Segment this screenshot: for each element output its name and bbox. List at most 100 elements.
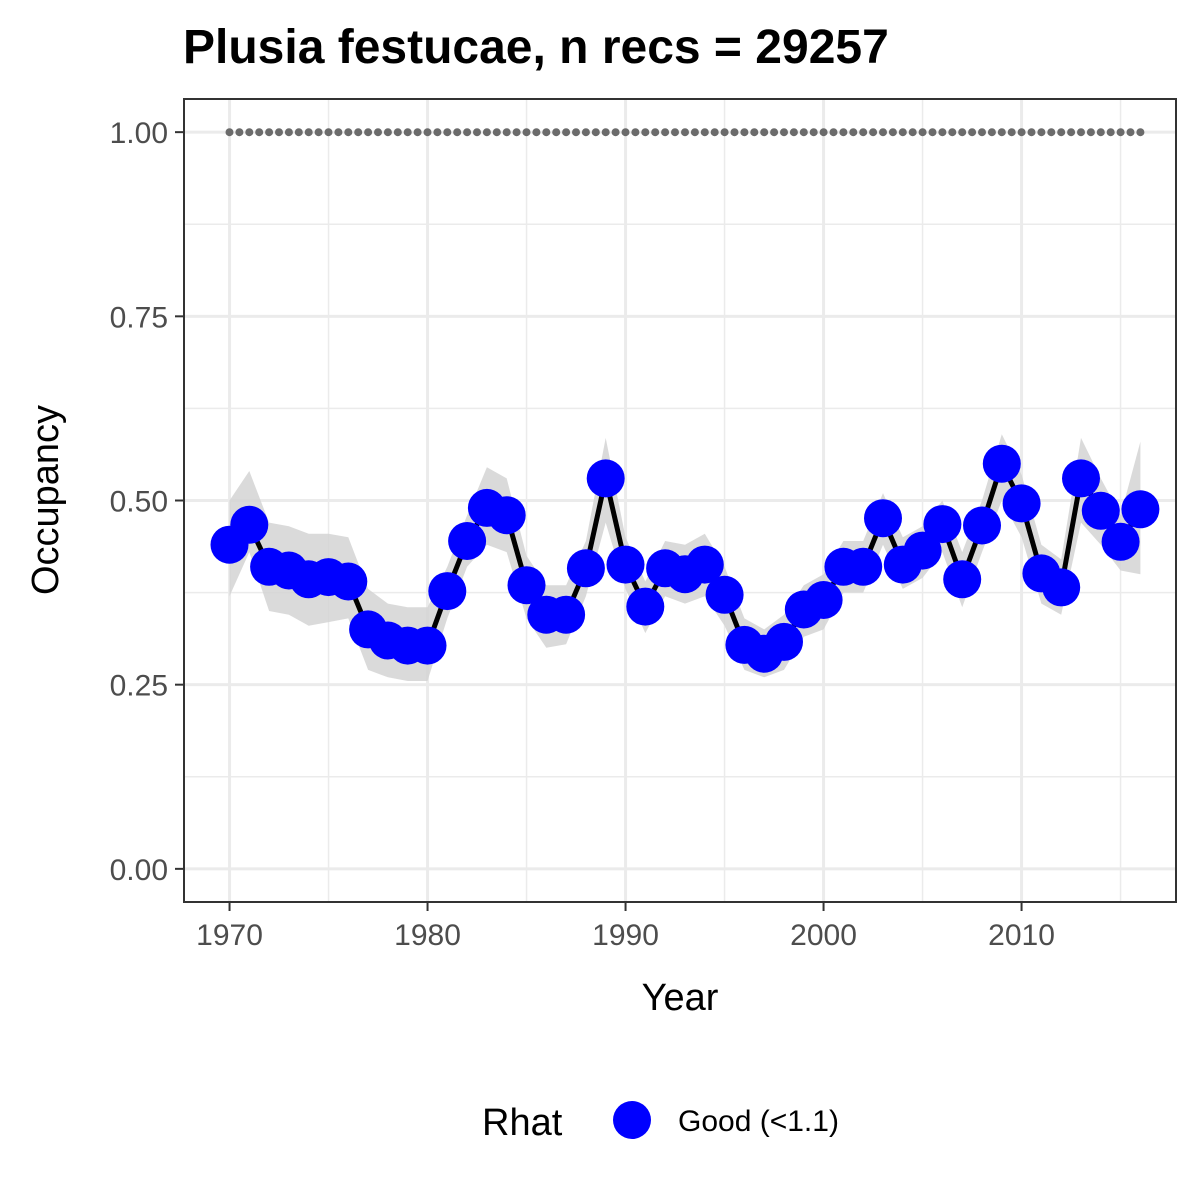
reference-dot — [641, 128, 650, 137]
reference-dot — [1017, 128, 1026, 137]
reference-dot — [512, 128, 521, 137]
reference-dot — [275, 128, 283, 137]
reference-dot — [294, 128, 303, 137]
reference-dot — [225, 128, 234, 137]
reference-dot — [423, 128, 432, 137]
reference-dot — [1136, 128, 1145, 137]
data-points-layer — [210, 444, 1160, 673]
data-point — [626, 587, 665, 626]
reference-dot — [987, 128, 996, 137]
reference-dot — [374, 128, 382, 137]
reference-dot — [601, 128, 610, 137]
reference-dot — [1077, 128, 1085, 137]
reference-dot — [631, 128, 640, 137]
reference-dot — [255, 128, 264, 137]
reference-dot — [918, 128, 927, 137]
reference-dot — [809, 128, 818, 137]
reference-dot — [413, 128, 422, 137]
data-point — [1101, 522, 1140, 561]
chart-title: Plusia festucae, n recs = 29257 — [183, 21, 889, 74]
data-point — [943, 560, 982, 599]
reference-dot — [888, 128, 897, 137]
data-point — [547, 595, 586, 634]
reference-dot — [700, 128, 709, 137]
reference-dot — [879, 128, 887, 137]
x-axis: 1970 1980 1990 2000 2010 — [196, 902, 1055, 952]
reference-dot — [690, 128, 699, 137]
reference-dot — [799, 128, 808, 137]
reference-dot — [492, 128, 501, 137]
data-point — [448, 522, 487, 560]
data-point — [566, 549, 605, 588]
x-tick-label: 1970 — [196, 919, 263, 952]
reference-dot — [839, 128, 848, 137]
reference-dot — [552, 128, 561, 137]
reference-dot — [958, 128, 967, 137]
reference-dot — [334, 128, 343, 137]
data-point — [1062, 459, 1100, 498]
reference-dot — [651, 128, 660, 137]
reference-dot — [968, 128, 977, 137]
reference-dot — [1096, 128, 1105, 137]
data-point — [864, 499, 902, 538]
data-point — [765, 622, 803, 661]
data-point — [903, 531, 942, 570]
reference-dot — [522, 128, 531, 137]
reference-dot — [859, 128, 868, 137]
data-point — [1042, 568, 1081, 607]
reference-dot — [245, 128, 254, 137]
data-point — [606, 545, 645, 584]
data-point — [507, 566, 546, 605]
reference-dot — [591, 128, 600, 137]
reference-dot — [1106, 128, 1115, 137]
reference-dot — [463, 128, 472, 137]
reference-dot — [354, 128, 363, 137]
reference-dot — [393, 128, 402, 137]
x-tick-label: 1990 — [592, 919, 659, 952]
y-tick-label: 0.25 — [110, 670, 168, 703]
reference-dot — [1116, 128, 1125, 137]
reference-dot — [720, 128, 729, 137]
y-tick-label: 1.00 — [110, 117, 168, 150]
reference-dot — [978, 128, 986, 137]
reference-dot — [938, 128, 947, 137]
data-point — [1121, 490, 1160, 529]
reference-dot — [1057, 128, 1066, 137]
reference-dot — [1086, 128, 1095, 137]
reference-dot — [770, 128, 779, 137]
data-point — [844, 547, 883, 586]
x-tick-label: 2000 — [790, 919, 857, 952]
reference-dot — [611, 128, 620, 137]
data-point — [1081, 491, 1120, 530]
reference-dot — [661, 128, 670, 137]
data-point — [685, 545, 724, 584]
data-point — [963, 506, 1001, 545]
data-point — [487, 496, 526, 535]
legend: Rhat Good (<1.1) — [482, 1101, 839, 1144]
legend-key-good — [613, 1101, 651, 1139]
x-axis-title: Year — [642, 977, 719, 1019]
reference-dot — [443, 128, 452, 137]
reference-dot — [908, 128, 917, 137]
reference-dot — [314, 128, 323, 137]
reference-dot — [532, 128, 541, 137]
y-tick-label: 0.50 — [110, 486, 168, 519]
reference-dot — [284, 128, 293, 137]
x-tick-label: 1980 — [394, 919, 461, 952]
reference-dot — [473, 128, 481, 137]
reference-dot — [780, 128, 788, 137]
reference-dot — [1126, 128, 1135, 137]
reference-dot — [502, 128, 511, 137]
reference-dot — [581, 128, 590, 137]
reference-dot — [849, 128, 858, 137]
y-axis-title: Occupancy — [25, 405, 67, 595]
reference-dot — [1007, 128, 1016, 137]
data-point — [804, 581, 843, 619]
reference-dot — [562, 128, 571, 137]
reference-dot — [304, 128, 313, 137]
data-point — [982, 444, 1021, 483]
data-point — [586, 459, 625, 498]
reference-dot — [730, 128, 739, 137]
reference-dot — [482, 128, 491, 137]
reference-dot — [453, 128, 462, 137]
